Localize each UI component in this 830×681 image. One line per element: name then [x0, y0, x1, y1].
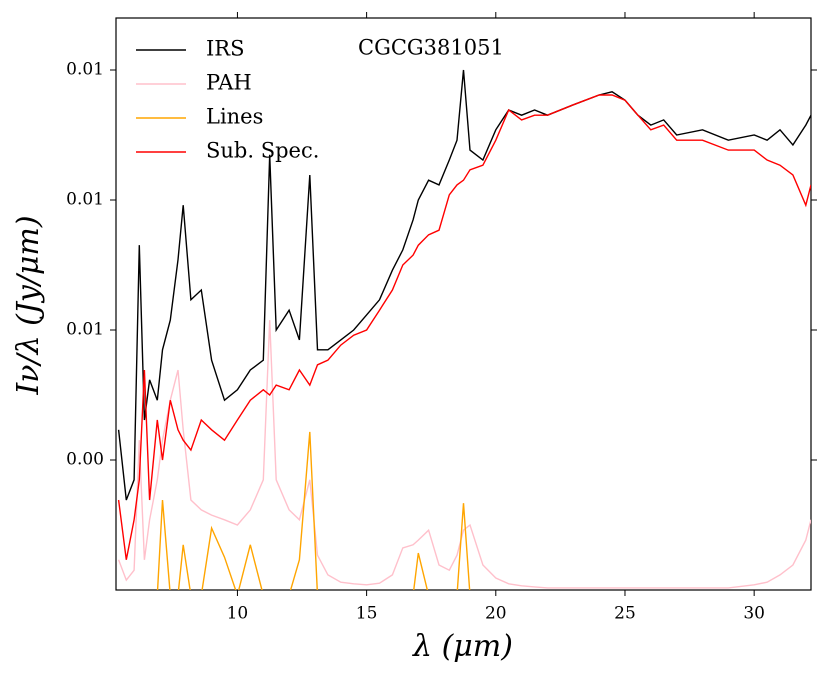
- plot-lines: [117, 69, 811, 590]
- legend-label: Sub. Spec.: [206, 139, 319, 163]
- annotation: CGCG381051: [358, 36, 504, 60]
- x-axis-label: λ (μm): [412, 629, 513, 664]
- legend-label: Lines: [206, 105, 263, 129]
- line-series: [156, 431, 471, 590]
- line-series: [117, 94, 811, 560]
- x-tick-label: 20: [485, 604, 507, 624]
- x-tick-label: 15: [356, 604, 378, 624]
- y-axis-label: Iν/λ (Jy/μm): [11, 215, 46, 395]
- x-tick-label: 10: [227, 604, 249, 624]
- plot-frame: [115, 17, 812, 591]
- y-tick-label: 0.00: [66, 450, 104, 470]
- x-tick-label: 25: [614, 604, 636, 624]
- y-tick-label: 0.01: [66, 320, 104, 340]
- line-series: [117, 69, 811, 501]
- x-tick-label: 30: [743, 604, 765, 624]
- y-tick-label: 0.01: [66, 190, 104, 210]
- legend-label: PAH: [206, 71, 252, 95]
- legend-label: IRS: [206, 37, 245, 61]
- y-tick-label: 0.01: [66, 60, 104, 80]
- line-series: [117, 320, 811, 589]
